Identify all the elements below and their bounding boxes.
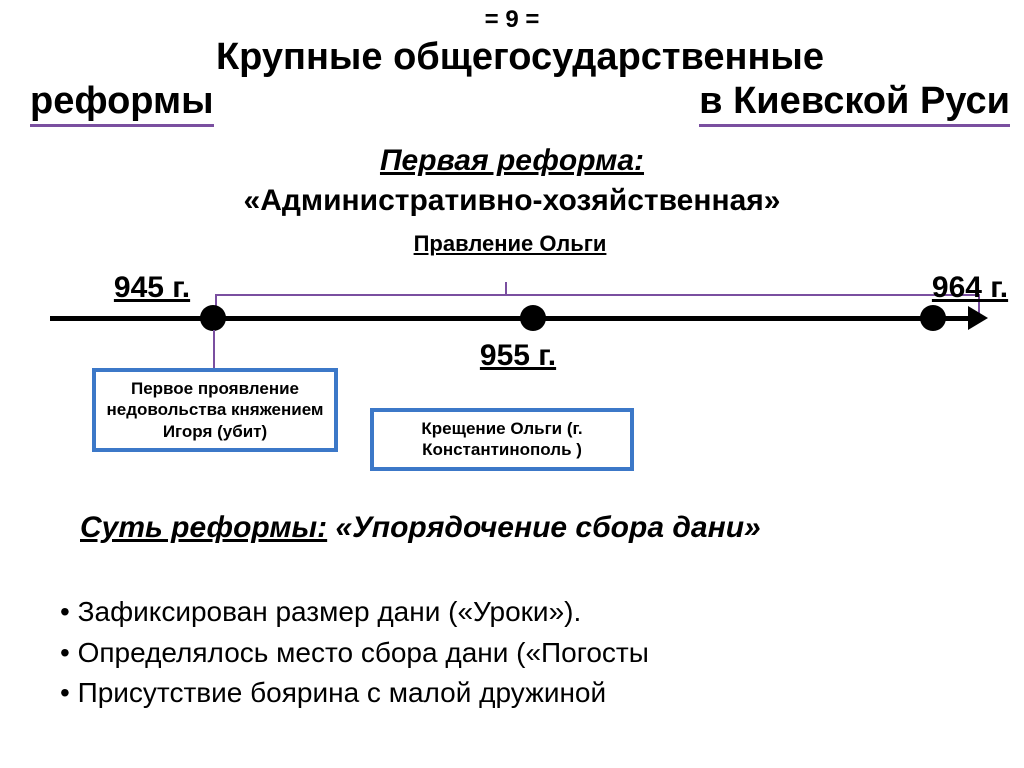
essence-block: Суть реформы: «Упорядочение сбора дани»: [80, 510, 1010, 546]
bullet-item: Присутствие боярина с малой дружиной: [60, 673, 1020, 714]
year-945: 945 г.: [112, 272, 192, 304]
timeline-dot-964: [920, 305, 946, 331]
timeline-dot-945: [200, 305, 226, 331]
page-number: = 9 =: [0, 6, 1024, 34]
year-964: 964 г.: [930, 272, 1010, 304]
bullet-item: Определялось место сбора дани («Погосты: [60, 633, 1020, 674]
callout-945: Первое проявление недовольства княжением…: [92, 368, 338, 452]
title-line1: Крупные общегосударственные: [30, 36, 1010, 80]
arrow-right-icon: [968, 306, 988, 330]
connector-945: [213, 330, 215, 370]
slide-canvas: = 9 = Крупные общегосударственные реформ…: [0, 0, 1024, 768]
timeline-axis: [50, 316, 970, 321]
subtitle-bold: «Административно-хозяйственная»: [0, 184, 1024, 218]
subtitle-italic: Первая реформа:: [0, 144, 1024, 178]
timeline: [50, 316, 990, 317]
bullet-item: Зафиксирован размер дани («Уроки»).: [60, 592, 1020, 633]
timeline-dot-955: [520, 305, 546, 331]
essence-label: Суть реформы:: [80, 511, 327, 544]
bullet-list: Зафиксирован размер дани («Уроки»). Опре…: [60, 592, 1020, 714]
year-955: 955 г.: [478, 340, 558, 372]
essence-text: «Упорядочение сбора дани»: [336, 511, 761, 544]
bracket-stem-icon: [505, 282, 507, 296]
callout-955: Крещение Ольги (г. Константинополь ): [370, 408, 634, 471]
reign-label: Правление Ольги: [410, 232, 610, 256]
title-line2-left: реформы: [30, 80, 214, 128]
title-line2-right: в Киевской Руси: [699, 80, 1010, 128]
main-title: Крупные общегосударственные реформы в Ки…: [30, 36, 1010, 127]
